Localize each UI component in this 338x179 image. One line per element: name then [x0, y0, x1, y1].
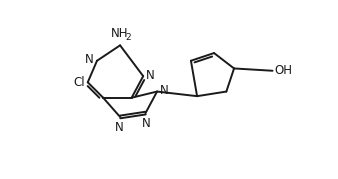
Text: N: N: [142, 117, 151, 130]
Text: 2: 2: [125, 33, 131, 42]
Text: N: N: [115, 121, 124, 134]
Text: N: N: [160, 84, 169, 97]
Text: NH: NH: [111, 27, 128, 40]
Text: OH: OH: [275, 64, 293, 77]
Text: Cl: Cl: [73, 76, 85, 89]
Text: N: N: [146, 69, 155, 82]
Text: N: N: [85, 54, 94, 66]
